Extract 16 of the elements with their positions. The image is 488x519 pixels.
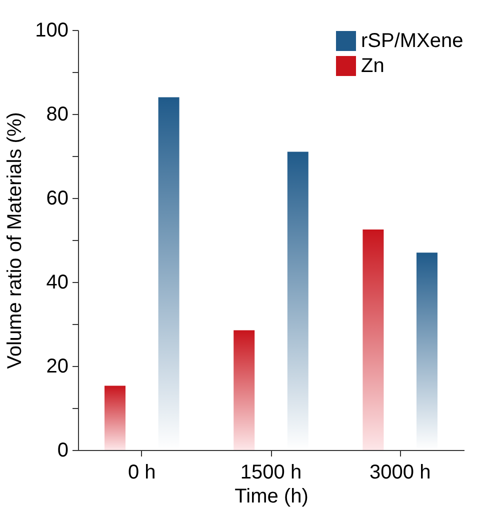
y-tick-label: 20 [46,356,68,378]
y-axis-title: Volume ratio of Materials (%) [4,112,26,369]
bar [104,386,126,450]
legend-label: Zn [361,55,384,77]
y-tick-label: 80 [46,104,68,126]
y-tick-label: 40 [46,272,68,294]
bar [234,330,255,450]
bar [362,230,384,450]
y-tick-label: 0 [57,440,68,462]
y-tick-label: 100 [35,20,68,42]
x-tick-label: 3000 h [370,462,431,484]
y-tick-label: 60 [46,188,68,210]
legend-label: rSP/MXene [361,30,464,52]
x-tick-label: 0 h [128,462,156,484]
x-axis-title: Time (h) [234,486,308,508]
x-tick-label: 1500 h [240,462,302,484]
